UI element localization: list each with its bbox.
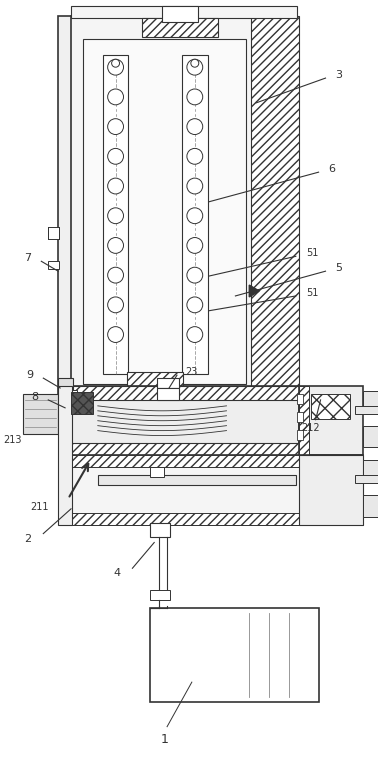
Bar (150, 468, 164, 477)
Circle shape (187, 59, 203, 75)
Bar (98, 475, 296, 485)
Polygon shape (249, 285, 259, 297)
Circle shape (187, 327, 203, 343)
Bar (297, 412, 303, 421)
Text: 211: 211 (30, 502, 48, 512)
Text: 1: 1 (160, 733, 168, 746)
Bar (157, 388, 179, 400)
Bar (162, 5, 198, 22)
Bar (127, 372, 183, 388)
Bar (83, 39, 246, 384)
Circle shape (108, 59, 124, 75)
Bar (182, 56, 208, 374)
Bar (48, 261, 59, 269)
Bar (150, 522, 170, 536)
Text: 51: 51 (306, 249, 318, 258)
Text: 2: 2 (24, 533, 31, 543)
Circle shape (187, 297, 203, 313)
Circle shape (108, 327, 124, 343)
Bar (363, 391, 378, 413)
Bar (363, 461, 378, 482)
Bar (71, 455, 363, 525)
Bar (103, 56, 129, 374)
Bar (71, 443, 299, 455)
Bar (71, 386, 299, 400)
Circle shape (108, 149, 124, 164)
Bar (149, 386, 169, 400)
Circle shape (108, 178, 124, 194)
Text: 212: 212 (301, 422, 320, 432)
Bar (251, 16, 299, 402)
Text: 51: 51 (306, 288, 318, 298)
Bar (71, 513, 299, 525)
Bar (58, 16, 72, 402)
Text: 3: 3 (335, 70, 342, 80)
Circle shape (108, 238, 124, 253)
Text: 9: 9 (26, 370, 33, 380)
Circle shape (112, 59, 119, 67)
Circle shape (187, 149, 203, 164)
Bar (157, 378, 179, 388)
Bar (299, 386, 309, 455)
Circle shape (187, 267, 203, 283)
Bar (150, 608, 319, 702)
Circle shape (187, 208, 203, 224)
Circle shape (187, 238, 203, 253)
Bar (23, 394, 58, 433)
Bar (299, 455, 363, 525)
Text: 6: 6 (328, 164, 336, 174)
Text: 5: 5 (335, 264, 342, 273)
Bar (363, 495, 378, 517)
Circle shape (108, 89, 124, 105)
Bar (71, 16, 297, 402)
Bar (355, 406, 378, 414)
Bar (65, 390, 77, 408)
Circle shape (191, 59, 199, 67)
Circle shape (187, 178, 203, 194)
Circle shape (187, 89, 203, 105)
Bar (297, 394, 303, 404)
Circle shape (108, 208, 124, 224)
Bar (299, 386, 363, 455)
Bar (150, 590, 170, 600)
Circle shape (187, 119, 203, 135)
Bar (48, 227, 59, 239)
Circle shape (108, 267, 124, 283)
Bar (143, 18, 218, 38)
Bar (71, 455, 299, 468)
Bar (297, 429, 303, 439)
Circle shape (108, 297, 124, 313)
Text: 4: 4 (113, 569, 121, 578)
Text: 23: 23 (185, 368, 197, 377)
Bar (58, 378, 73, 390)
Circle shape (108, 119, 124, 135)
Text: 213: 213 (3, 435, 22, 444)
Text: 8: 8 (31, 392, 38, 402)
Bar (311, 394, 350, 418)
Text: 7: 7 (24, 253, 31, 264)
Bar (71, 386, 299, 455)
Bar (71, 392, 93, 414)
Bar (58, 386, 72, 525)
Bar (355, 475, 378, 483)
Bar (363, 425, 378, 447)
Bar (71, 5, 297, 18)
